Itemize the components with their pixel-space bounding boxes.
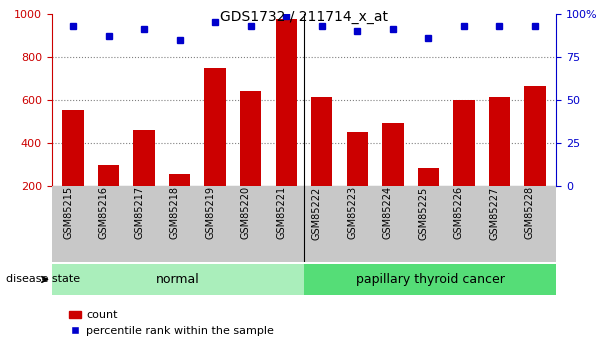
Text: GSM85219: GSM85219	[205, 186, 215, 239]
Text: papillary thyroid cancer: papillary thyroid cancer	[356, 273, 505, 286]
Bar	[304, 264, 556, 295]
Bar	[524, 86, 545, 186]
Text: GSM85223: GSM85223	[347, 186, 358, 239]
Bar	[382, 123, 404, 186]
Text: disease state: disease state	[6, 275, 80, 284]
Legend: count, percentile rank within the sample: count, percentile rank within the sample	[69, 310, 274, 336]
Text: GSM85217: GSM85217	[134, 186, 144, 239]
Bar	[52, 264, 304, 295]
Bar	[453, 100, 475, 186]
Text: GSM85215: GSM85215	[63, 186, 73, 239]
Text: GSM85218: GSM85218	[170, 186, 179, 239]
Bar	[489, 97, 510, 186]
Bar	[98, 165, 119, 186]
Bar	[240, 91, 261, 186]
Text: GSM85228: GSM85228	[525, 186, 535, 239]
Text: GDS1732 / 211714_x_at: GDS1732 / 211714_x_at	[220, 10, 388, 24]
Bar	[311, 97, 333, 186]
Bar	[169, 175, 190, 186]
Bar	[275, 19, 297, 186]
Text: normal: normal	[156, 273, 199, 286]
Text: GSM85226: GSM85226	[454, 186, 464, 239]
Bar	[347, 132, 368, 186]
Bar	[418, 168, 439, 186]
Bar	[63, 110, 84, 186]
Text: GSM85220: GSM85220	[241, 186, 250, 239]
Text: GSM85227: GSM85227	[489, 186, 499, 239]
Text: GSM85216: GSM85216	[98, 186, 109, 239]
Text: GSM85222: GSM85222	[312, 186, 322, 239]
Bar	[204, 68, 226, 186]
Text: GSM85224: GSM85224	[383, 186, 393, 239]
Bar	[133, 130, 155, 186]
Text: GSM85221: GSM85221	[276, 186, 286, 239]
Text: GSM85225: GSM85225	[418, 186, 429, 239]
